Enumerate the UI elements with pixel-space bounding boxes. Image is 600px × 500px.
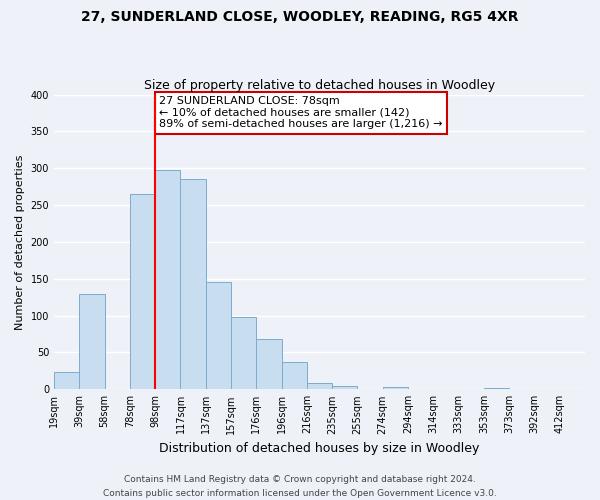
Bar (281, 362, 307, 390)
Title: Size of property relative to detached houses in Woodley: Size of property relative to detached ho… (144, 79, 495, 92)
Bar (484, 388, 509, 390)
Bar (130, 194, 155, 390)
Bar (79, 294, 104, 390)
Y-axis label: Number of detached properties: Number of detached properties (15, 154, 25, 330)
Text: Contains HM Land Registry data © Crown copyright and database right 2024.
Contai: Contains HM Land Registry data © Crown c… (103, 476, 497, 498)
Bar (256, 339, 281, 390)
Bar (181, 180, 206, 390)
Bar (383, 387, 408, 390)
Bar (231, 317, 256, 390)
Bar (155, 170, 181, 390)
X-axis label: Distribution of detached houses by size in Woodley: Distribution of detached houses by size … (160, 442, 480, 455)
Bar (206, 282, 231, 390)
Bar (332, 386, 358, 390)
Text: 27, SUNDERLAND CLOSE, WOODLEY, READING, RG5 4XR: 27, SUNDERLAND CLOSE, WOODLEY, READING, … (81, 10, 519, 24)
Text: 27 SUNDERLAND CLOSE: 78sqm
← 10% of detached houses are smaller (142)
89% of sem: 27 SUNDERLAND CLOSE: 78sqm ← 10% of deta… (159, 96, 442, 129)
Bar (54, 372, 79, 390)
Bar (307, 382, 332, 390)
